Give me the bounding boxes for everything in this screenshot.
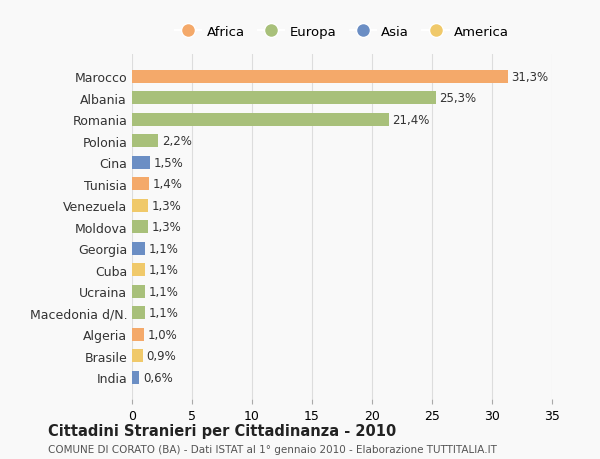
Bar xyxy=(132,349,143,362)
Text: 1,0%: 1,0% xyxy=(148,328,178,341)
Text: Cittadini Stranieri per Cittadinanza - 2010: Cittadini Stranieri per Cittadinanza - 2… xyxy=(48,423,396,438)
Text: 31,3%: 31,3% xyxy=(511,71,548,84)
Bar xyxy=(132,263,145,276)
Bar xyxy=(132,157,150,169)
Text: 25,3%: 25,3% xyxy=(439,92,476,105)
Text: 1,5%: 1,5% xyxy=(154,157,184,169)
Text: 1,4%: 1,4% xyxy=(152,178,182,191)
Bar xyxy=(132,71,508,84)
Bar xyxy=(132,113,389,127)
Text: 1,3%: 1,3% xyxy=(151,199,181,212)
Bar xyxy=(132,307,145,319)
Text: 0,6%: 0,6% xyxy=(143,371,173,384)
Legend: Africa, Europa, Asia, America: Africa, Europa, Asia, America xyxy=(170,20,514,44)
Bar xyxy=(132,221,148,234)
Text: 21,4%: 21,4% xyxy=(392,113,430,127)
Text: 0,9%: 0,9% xyxy=(146,349,176,362)
Text: 1,1%: 1,1% xyxy=(149,242,179,255)
Bar xyxy=(132,242,145,255)
Text: COMUNE DI CORATO (BA) - Dati ISTAT al 1° gennaio 2010 - Elaborazione TUTTITALIA.: COMUNE DI CORATO (BA) - Dati ISTAT al 1°… xyxy=(48,444,497,454)
Bar xyxy=(132,285,145,298)
Bar xyxy=(132,199,148,212)
Bar xyxy=(132,92,436,105)
Text: 1,1%: 1,1% xyxy=(149,263,179,277)
Bar xyxy=(132,371,139,384)
Text: 1,1%: 1,1% xyxy=(149,307,179,319)
Text: 1,3%: 1,3% xyxy=(151,221,181,234)
Text: 1,1%: 1,1% xyxy=(149,285,179,298)
Text: 2,2%: 2,2% xyxy=(162,135,192,148)
Bar xyxy=(132,135,158,148)
Bar xyxy=(132,178,149,191)
Bar xyxy=(132,328,144,341)
